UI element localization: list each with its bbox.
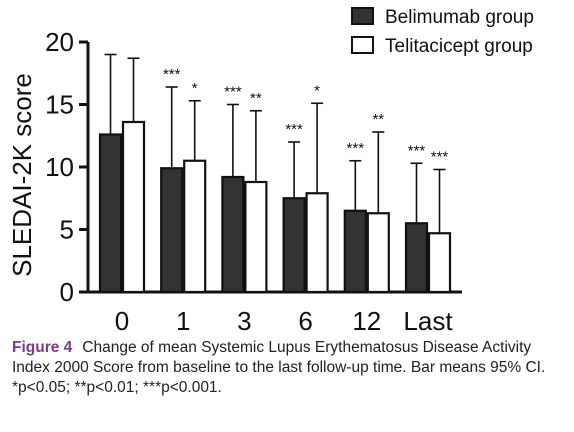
bar (343, 209, 367, 294)
significance-label: ** (250, 90, 262, 107)
significance-label: *** (224, 84, 242, 101)
x-tick-label: 3 (237, 306, 251, 336)
x-tick-label: 0 (115, 306, 129, 336)
bar (98, 133, 123, 294)
bar (221, 175, 245, 294)
x-tick-label: 1 (176, 306, 190, 336)
y-axis-label: SLEDAI-2K score (7, 73, 37, 277)
bar (244, 180, 268, 294)
bar (366, 212, 390, 294)
x-tick-label: 6 (298, 306, 312, 336)
x-tick-label: 12 (352, 306, 381, 336)
y-tick-label: 5 (60, 215, 74, 245)
figure-label: Figure 4 (12, 339, 73, 356)
significance-label: *** (431, 149, 449, 166)
y-tick-label: 20 (45, 27, 74, 57)
caption-text: Change of mean Systemic Lupus Erythemato… (12, 339, 546, 396)
significance-label: *** (347, 140, 365, 157)
significance-label: *** (408, 142, 426, 159)
legend-label: Belimumab group (385, 7, 534, 28)
legend-swatch (351, 36, 374, 54)
legend-swatch (351, 7, 374, 25)
significance-label: ** (372, 111, 384, 128)
x-tick-label: Last (403, 306, 453, 336)
significance-label: *** (163, 66, 181, 83)
bar (121, 120, 146, 294)
y-tick-label: 0 (60, 277, 74, 307)
y-tick-label: 10 (45, 152, 74, 182)
bar (305, 192, 329, 294)
significance-label: *** (285, 121, 303, 138)
bar (404, 222, 429, 294)
bar (427, 232, 452, 294)
bar (183, 159, 207, 294)
bar (160, 167, 184, 294)
legend-label: Telitacicept group (385, 36, 533, 57)
bar (282, 197, 306, 294)
y-tick-label: 15 (45, 90, 74, 120)
significance-label: * (314, 82, 320, 99)
figure-caption: Figure 4 Change of mean Systemic Lupus Er… (12, 338, 564, 398)
significance-label: * (192, 80, 198, 97)
